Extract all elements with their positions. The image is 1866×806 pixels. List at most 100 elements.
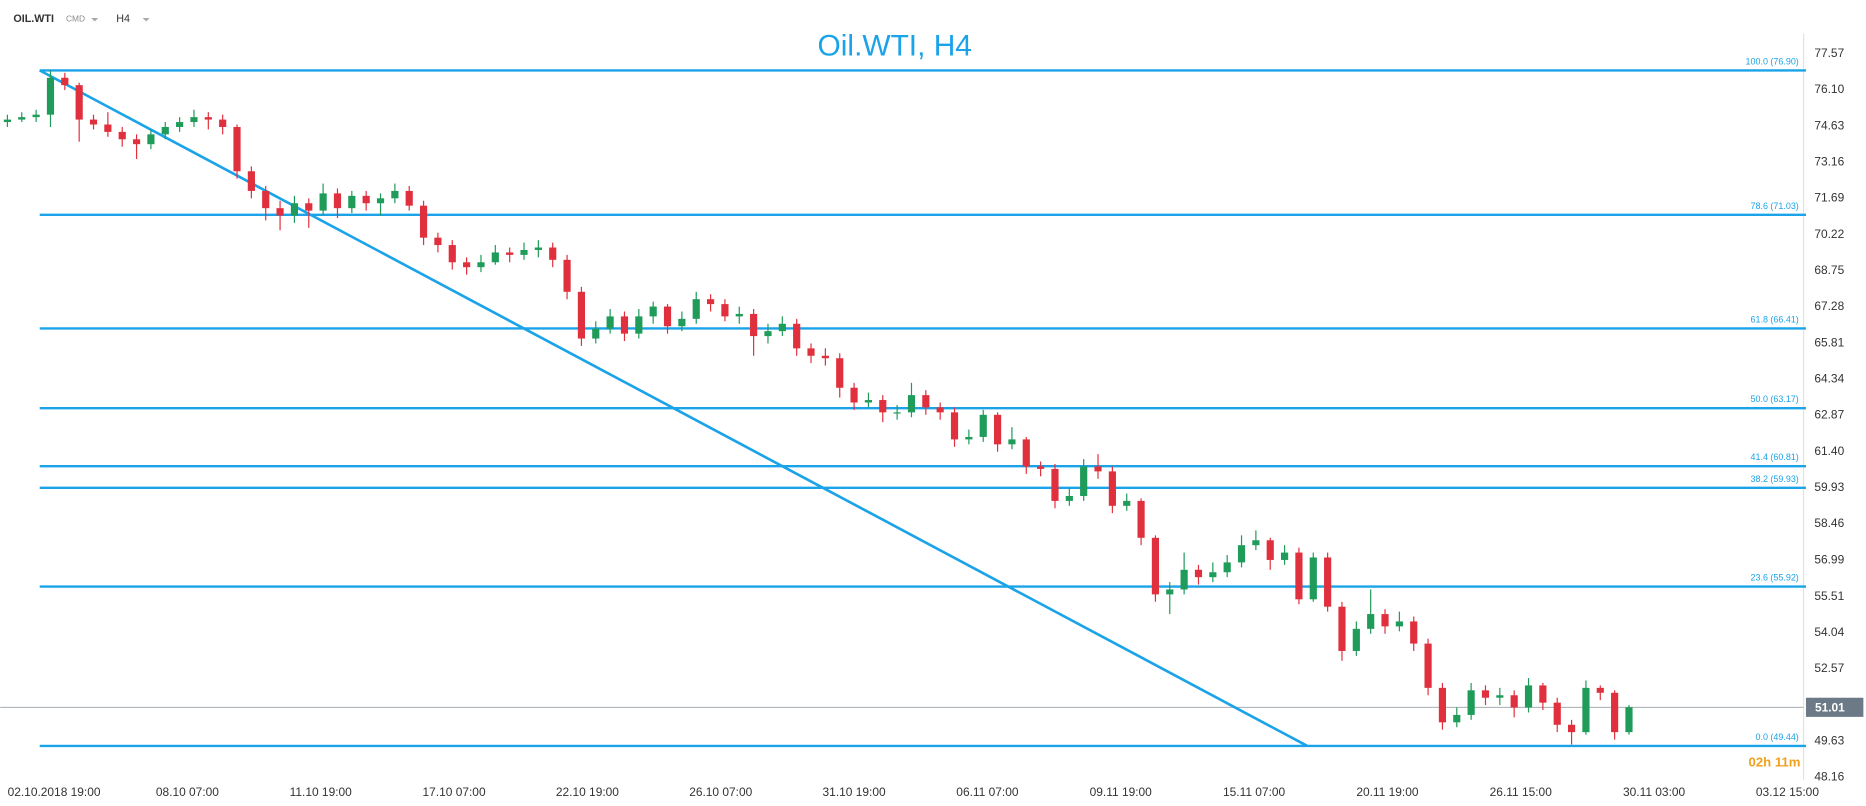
market-caret[interactable]: [91, 17, 99, 22]
candle-body: [1166, 589, 1174, 595]
candle-body: [807, 348, 815, 356]
fib-label: 38.2 (59.93): [1751, 474, 1799, 484]
candle-body: [233, 126, 241, 172]
candle-body: [46, 77, 55, 115]
candle-body: [1108, 471, 1116, 506]
candle-body: [1008, 439, 1016, 445]
countdown: 02h 11m: [1749, 754, 1801, 769]
x-tick-label: 26.10 07:00: [689, 785, 752, 799]
y-tick-label: 54.04: [1814, 625, 1844, 639]
candle-body: [821, 355, 829, 359]
candle-body: [419, 205, 428, 238]
candle-body: [3, 119, 12, 123]
candle-body: [907, 395, 916, 413]
y-tick-label: 61.40: [1814, 444, 1844, 458]
fib-label: 23.6 (55.92): [1751, 573, 1799, 583]
candle-body: [190, 117, 198, 123]
candle-body: [348, 195, 356, 209]
y-tick-label: 76.10: [1814, 82, 1844, 96]
y-tick-label: 65.81: [1814, 335, 1844, 349]
x-tick-label: 17.10 07:00: [423, 785, 486, 799]
candle-body: [1611, 692, 1619, 733]
candle-body: [1481, 690, 1490, 698]
candle-body: [1410, 621, 1418, 644]
current-price-box: [1805, 697, 1864, 717]
symbol[interactable]: OIL.WTI: [13, 13, 54, 25]
candle-body: [18, 117, 26, 120]
candle-body: [706, 299, 715, 305]
candle-body: [635, 316, 643, 334]
candle-body: [577, 291, 586, 339]
fib-label: 0.0 (49.44): [1755, 732, 1798, 742]
x-tick-label: 31.10 19:00: [823, 785, 886, 799]
y-tick-label: 71.69: [1814, 191, 1844, 205]
x-tick-label: 06.11 07:00: [956, 785, 1019, 799]
fib-label: 50.0 (63.17): [1751, 394, 1799, 404]
fib-label: 100.0 (76.90): [1746, 56, 1799, 66]
candle-body: [1539, 685, 1547, 703]
x-tick-label: 20.11 19:00: [1356, 785, 1419, 799]
candle-body: [1252, 540, 1260, 546]
candle-body: [477, 262, 485, 268]
candle-body: [1037, 466, 1045, 469]
candle-body: [1194, 569, 1203, 578]
y-tick-label: 48.16: [1814, 770, 1844, 784]
candle-body: [1180, 569, 1188, 590]
candle-body: [448, 245, 456, 263]
candle-body: [1080, 466, 1088, 496]
y-tick-label: 56.99: [1814, 552, 1844, 566]
candle-body: [1596, 687, 1604, 693]
candle-body: [204, 117, 212, 120]
candle-body: [247, 171, 255, 191]
candle-body: [1496, 695, 1504, 698]
candle-body: [1395, 621, 1403, 627]
fib-label: 41.4 (60.81): [1751, 452, 1799, 462]
candle-body: [850, 387, 858, 403]
candle-body: [1065, 495, 1073, 501]
candle-body: [333, 193, 342, 209]
candle-body: [520, 249, 528, 255]
candle-body: [147, 134, 155, 145]
timeframe[interactable]: H4: [116, 13, 130, 25]
candle-body: [735, 313, 743, 317]
y-tick-label: 49.63: [1814, 733, 1844, 747]
candle-body: [89, 119, 98, 125]
candle-body: [836, 358, 844, 388]
candle-body: [1467, 690, 1475, 715]
candle-body: [979, 414, 987, 437]
y-tick-label: 70.22: [1814, 227, 1844, 241]
candle-body: [262, 190, 270, 209]
candle-body: [61, 77, 69, 86]
candle-body: [1338, 606, 1346, 651]
candle-body: [290, 203, 299, 216]
candle-body: [1553, 702, 1561, 725]
candle-body: [649, 306, 657, 317]
y-tick-label: 55.51: [1814, 589, 1844, 603]
candle-body: [1137, 500, 1145, 538]
x-tick-label: 30.11 03:00: [1623, 785, 1686, 799]
candle-body: [1309, 557, 1317, 600]
candle-body: [506, 252, 514, 255]
candle-body: [434, 237, 442, 246]
x-tick-label: 11.10 19:00: [290, 785, 353, 799]
timeframe-caret[interactable]: [142, 17, 150, 22]
candle-body: [1381, 614, 1389, 627]
plot: 77.57 76.10 74.63 73.16 71.69 70.22 68.75 67.28…: [0, 46, 1864, 799]
y-tick-label: 52.57: [1814, 661, 1844, 675]
candle-body: [678, 318, 686, 327]
candle-body: [305, 203, 313, 211]
current-price-label: 51.01: [1815, 701, 1845, 715]
x-tick-label: 26.11 15:00: [1490, 785, 1553, 799]
y-tick-label: 59.93: [1814, 480, 1844, 494]
candle-body: [1367, 614, 1375, 629]
y-tick-label: 67.28: [1814, 299, 1844, 313]
candle-body: [950, 412, 959, 440]
candle-body: [879, 400, 887, 413]
candle-body: [692, 299, 700, 319]
candle-body: [1051, 468, 1059, 501]
x-tick-label: 08.10 07:00: [156, 785, 219, 799]
x-tick-label: 03.12 15:00: [1756, 785, 1819, 799]
market: CMD: [66, 13, 85, 23]
candle-body: [534, 247, 542, 250]
